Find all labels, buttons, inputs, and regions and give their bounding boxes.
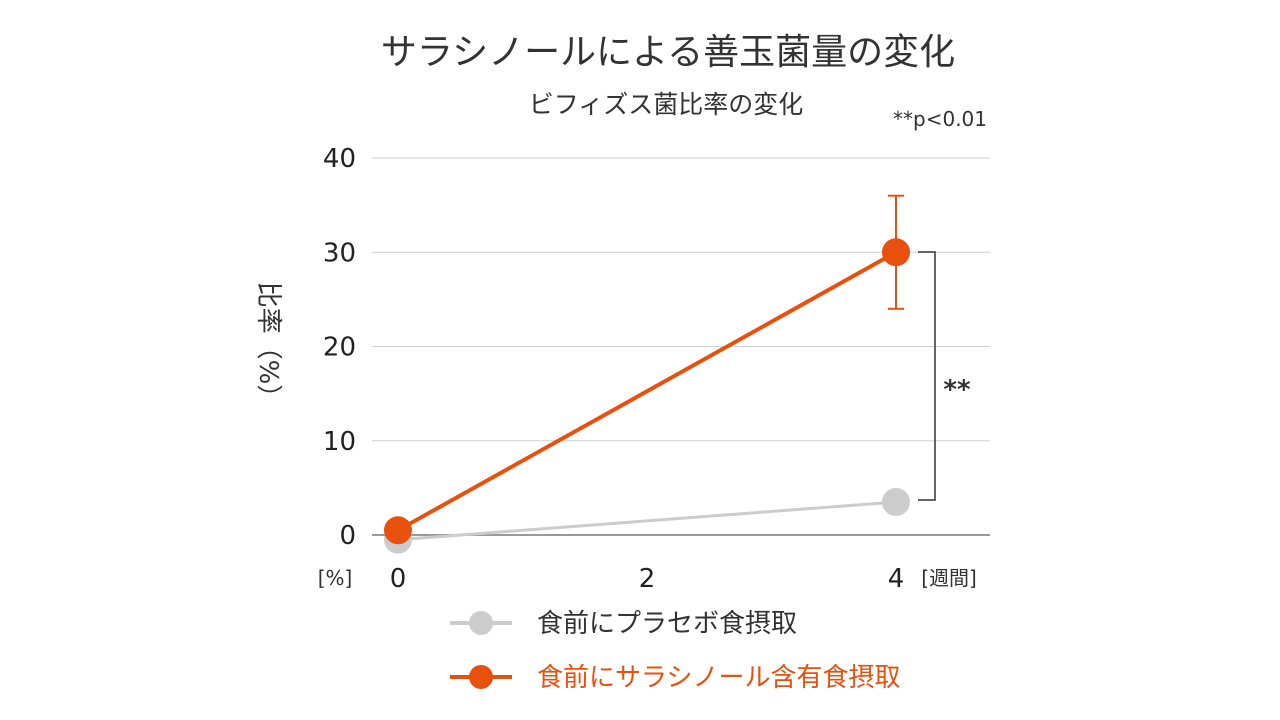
x-axis-ticks: 0 2 4	[390, 564, 905, 594]
significance-note: **p<0.01	[893, 107, 987, 131]
y-tick-label: 10	[323, 427, 356, 457]
significance-bracket: **	[918, 251, 971, 501]
series-line-1	[397, 250, 897, 533]
significance-marker: **	[943, 375, 971, 405]
y-tick-label: 20	[323, 333, 356, 363]
chart-subtitle: ビフィズス菌比率の変化	[529, 90, 804, 119]
legend-marker-salacinol	[469, 665, 493, 689]
data-point-series-0	[882, 488, 910, 517]
series-layer	[384, 194, 910, 554]
y-unit-label: [%]	[318, 566, 353, 590]
x-unit-label: [週間]	[921, 566, 977, 590]
data-point-series-1	[882, 238, 910, 267]
x-tick-label: 0	[390, 564, 407, 594]
y-tick-label: 40	[323, 144, 356, 174]
legend-label-salacinol: 食前にサラシノール含有食摂取	[537, 663, 900, 693]
legend-label-placebo: 食前にプラセボ食摂取	[537, 609, 797, 639]
x-tick-label: 4	[888, 564, 905, 594]
legend-marker-placebo	[469, 611, 493, 635]
y-tick-label: 30	[323, 238, 356, 268]
data-point-series-1	[384, 516, 412, 545]
legend-item-salacinol: 食前にサラシノール含有食摂取	[450, 663, 900, 693]
chart-title: サラシノールによる善玉菌量の変化	[381, 32, 955, 73]
bracket-line	[918, 251, 936, 501]
y-axis-ticks: 0 10 20 30 40	[323, 144, 356, 551]
legend: 食前にプラセボ食摂取 食前にサラシノール含有食摂取	[450, 609, 900, 693]
series-line-0	[397, 500, 897, 542]
grid	[372, 157, 990, 536]
legend-item-placebo: 食前にプラセボ食摂取	[450, 609, 797, 639]
x-tick-label: 2	[639, 564, 656, 594]
y-tick-label: 0	[339, 521, 356, 551]
y-axis-label: 比率（%）	[253, 282, 283, 411]
